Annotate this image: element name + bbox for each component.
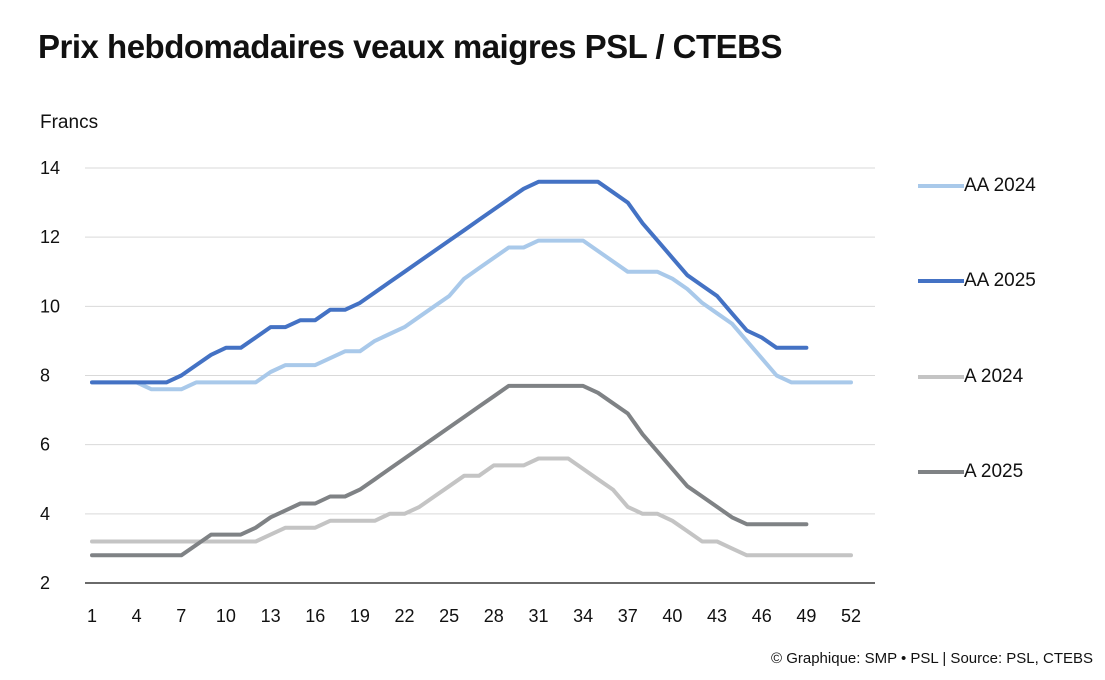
series-line-a-2025 — [90, 383, 809, 558]
x-tick-label: 1 — [87, 606, 97, 626]
legend-swatch — [918, 184, 964, 188]
y-axis-label: Francs — [40, 112, 99, 133]
y-tick-label: 10 — [40, 296, 60, 316]
x-tick-label: 19 — [350, 606, 370, 626]
y-tick-label: 8 — [40, 366, 50, 386]
x-tick-label: 22 — [395, 606, 415, 626]
legend-label: AA 2025 — [964, 270, 1036, 291]
x-tick-label: 37 — [618, 606, 638, 626]
legend-item-a-2024: A 2024 — [918, 366, 1023, 388]
x-tick-label: 16 — [305, 606, 325, 626]
x-tick-label: 52 — [841, 606, 861, 626]
x-tick-label: 13 — [261, 606, 281, 626]
y-tick-label: 2 — [40, 573, 50, 593]
y-tick-label: 12 — [40, 227, 60, 247]
y-tick-label: 4 — [40, 504, 50, 524]
legend-label: AA 2024 — [964, 175, 1036, 196]
x-tick-label: 31 — [528, 606, 548, 626]
x-tick-label: 49 — [796, 606, 816, 626]
source-credit: © Graphique: SMP • PSL | Source: PSL, CT… — [770, 650, 1093, 667]
chart-title: Prix hebdomadaires veaux maigres PSL / C… — [38, 28, 783, 65]
legend-label: A 2024 — [964, 366, 1024, 387]
x-tick-label: 4 — [132, 606, 142, 626]
x-tick-label: 25 — [439, 606, 459, 626]
series-line-aa-2024 — [90, 238, 853, 392]
series-line-a-2024 — [90, 456, 853, 558]
y-tick-label: 14 — [40, 158, 60, 178]
legend-item-aa-2024: AA 2024 — [918, 175, 1036, 197]
x-tick-label: 28 — [484, 606, 504, 626]
legend-swatch — [918, 279, 964, 283]
x-tick-label: 46 — [752, 606, 772, 626]
legend-swatch — [918, 470, 964, 474]
x-tick-label: 40 — [662, 606, 682, 626]
x-tick-label: 34 — [573, 606, 593, 626]
legend-item-a-2025: A 2025 — [918, 461, 1023, 483]
x-tick-label: 7 — [176, 606, 186, 626]
series-line-aa-2025 — [90, 179, 809, 385]
legend-item-aa-2025: AA 2025 — [918, 270, 1036, 292]
legend-swatch — [918, 375, 964, 379]
x-tick-label: 43 — [707, 606, 727, 626]
legend-label: A 2025 — [964, 461, 1024, 482]
y-tick-label: 6 — [40, 435, 50, 455]
x-tick-label: 10 — [216, 606, 236, 626]
